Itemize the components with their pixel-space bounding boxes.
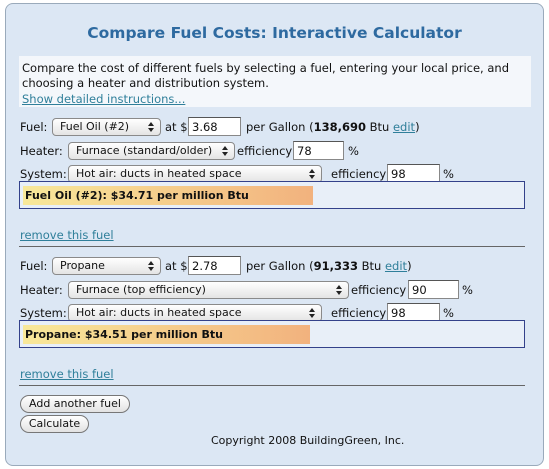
efficiency-label: efficiency: [331, 167, 387, 181]
efficiency-label: efficiency: [331, 306, 387, 320]
fuel-label: Fuel:: [20, 259, 48, 273]
fuel-block: Fuel: Propane at $ 2.78 per Gallon (91,3…: [6, 256, 543, 396]
remove-link[interactable]: remove this fuel: [20, 367, 114, 381]
efficiency-label: efficiency: [237, 144, 293, 158]
system-label: System:: [20, 306, 67, 320]
separator: [19, 385, 525, 386]
price-label: at $: [165, 120, 188, 134]
add-fuel-button[interactable]: Add another fuel: [20, 395, 130, 413]
heater-select[interactable]: Furnace (standard/older): [68, 142, 235, 160]
heater-label: Heater:: [20, 283, 63, 297]
unit: per Gallon (: [246, 120, 314, 134]
heater-label: Heater:: [20, 144, 63, 158]
percent: %: [443, 167, 454, 181]
system-label: System:: [20, 167, 67, 181]
result-bar: Propane: $34.51 per million Btu: [23, 325, 310, 344]
btu: 138,690: [313, 120, 366, 134]
system-efficiency-input[interactable]: 98: [387, 303, 440, 322]
fuel-select[interactable]: Propane: [52, 257, 161, 275]
calculator-panel: Compare Fuel Costs: Interactive Calculat…: [5, 3, 544, 466]
percent: %: [462, 283, 473, 297]
title: Compare Fuel Costs: Interactive Calculat…: [87, 24, 462, 42]
result-box: Fuel Oil (#2): $34.71 per million Btu: [19, 181, 525, 209]
heater-efficiency-input[interactable]: 78: [293, 141, 344, 160]
price-input[interactable]: 2.78: [188, 256, 241, 275]
result-box: Propane: $34.51 per million Btu: [19, 320, 525, 348]
fuel-label: Fuel:: [20, 120, 48, 134]
btu-suffix: Btu: [361, 259, 382, 273]
remove-link[interactable]: remove this fuel: [20, 228, 114, 242]
heater-select[interactable]: Furnace (top efficiency): [68, 281, 349, 299]
result-bar: Fuel Oil (#2): $34.71 per million Btu: [23, 186, 313, 205]
btu-suffix: Btu: [369, 120, 390, 134]
percent: %: [443, 306, 454, 320]
close-paren: ): [407, 259, 412, 273]
btu: 91,333: [313, 259, 358, 273]
copyright: Copyright 2008 BuildingGreen, Inc.: [211, 434, 405, 447]
instructions-link[interactable]: Show detailed instructions...: [22, 92, 186, 106]
percent: %: [348, 144, 359, 158]
price-label: at $: [165, 259, 188, 273]
edit-link[interactable]: edit: [384, 259, 408, 273]
unit-text: per Gallon (138,690 Btu edit): [246, 120, 420, 134]
edit-link[interactable]: edit: [392, 120, 416, 134]
unit-text: per Gallon (91,333 Btu edit): [246, 259, 412, 273]
unit: per Gallon (: [246, 259, 314, 273]
heater-efficiency-input[interactable]: 90: [408, 280, 459, 299]
intro-box: Compare the cost of different fuels by s…: [19, 56, 531, 107]
efficiency-label: efficiency: [351, 283, 407, 297]
intro-text: Compare the cost of different fuels by s…: [22, 61, 509, 90]
separator: [19, 246, 525, 247]
calculate-button[interactable]: Calculate: [20, 415, 89, 433]
fuel-block: Fuel: Fuel Oil (#2) at $ 3.68 per Gallon…: [6, 117, 543, 257]
price-input[interactable]: 3.68: [188, 117, 241, 136]
close-paren: ): [415, 120, 420, 134]
fuel-select[interactable]: Fuel Oil (#2): [52, 118, 161, 136]
